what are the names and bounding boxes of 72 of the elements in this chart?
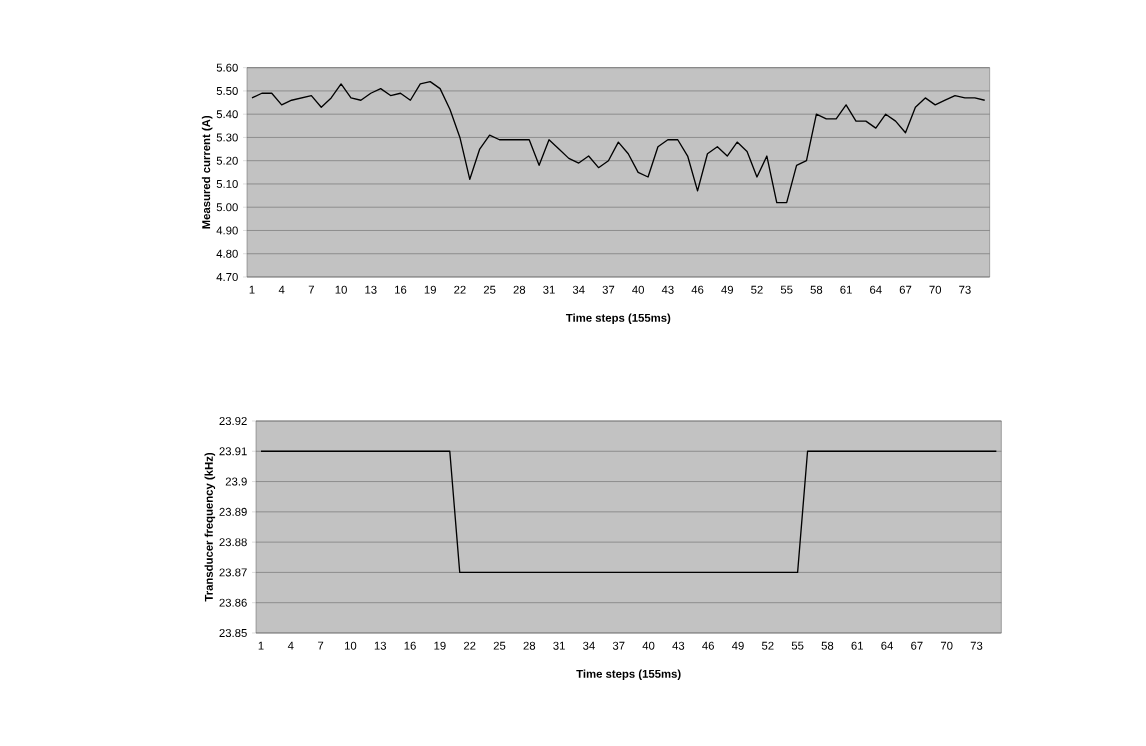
- x-tick-label: 40: [642, 641, 655, 650]
- x-tick-label: 16: [404, 641, 416, 650]
- y-tick-label: 5.10: [216, 179, 238, 188]
- y-axis-title: Measured current (A): [201, 115, 213, 229]
- y-tick-label: 4.70: [216, 272, 238, 281]
- x-tick-label: 7: [308, 285, 314, 294]
- x-axis-title: Time steps (155ms): [565, 313, 671, 325]
- y-tick-label: 23.87: [219, 568, 247, 577]
- x-tick-label: 4: [287, 641, 294, 650]
- x-tick-label: 49: [731, 641, 744, 650]
- x-tick-label: 64: [881, 641, 894, 650]
- x-tick-label: 25: [483, 285, 496, 294]
- x-tick-label: 67: [899, 285, 912, 294]
- x-tick-label: 64: [870, 285, 882, 294]
- y-tick-label: 23.86: [219, 598, 247, 607]
- x-tick-label: 34: [572, 285, 585, 294]
- x-tick-label: 61: [851, 641, 863, 650]
- x-tick-label: 43: [661, 285, 674, 294]
- y-tick-label: 4.80: [216, 249, 238, 258]
- x-tick-label: 13: [374, 641, 387, 650]
- x-tick-label: 34: [583, 641, 595, 650]
- x-tick-label: 61: [840, 285, 852, 294]
- x-tick-label: 19: [424, 285, 436, 294]
- y-tick-label: 5.20: [216, 156, 238, 165]
- y-axis-title: Transducer frequency (kHz): [204, 452, 216, 602]
- y-tick-label: 23.85: [219, 628, 247, 637]
- y-tick-label: 23.92: [219, 416, 247, 425]
- x-tick-label: 13: [365, 285, 377, 294]
- x-tick-label: 55: [780, 285, 793, 294]
- x-tick-label: 52: [761, 641, 774, 650]
- y-tick-label: 23.9: [225, 477, 247, 486]
- x-tick-label: 31: [543, 285, 555, 294]
- x-tick-label: 73: [970, 641, 983, 650]
- y-tick-label: 5.40: [216, 110, 238, 119]
- y-tick-label: 5.00: [216, 203, 238, 212]
- x-tick-label: 58: [821, 641, 834, 650]
- x-tick-label: 7: [318, 641, 324, 650]
- x-tick-label: 19: [434, 641, 446, 650]
- x-tick-label: 25: [493, 641, 506, 650]
- x-tick-label: 28: [513, 285, 526, 294]
- x-tick-label: 70: [940, 641, 953, 650]
- x-tick-label: 67: [911, 641, 923, 650]
- y-tick-label: 23.89: [219, 507, 247, 516]
- y-tick-label: 5.50: [216, 86, 238, 95]
- x-tick-label: 22: [454, 285, 466, 294]
- y-tick-label: 5.60: [216, 63, 238, 72]
- x-tick-label: 52: [751, 285, 763, 294]
- x-tick-label: 46: [702, 641, 714, 650]
- x-tick-label: 58: [810, 285, 823, 294]
- x-tick-label: 55: [791, 641, 804, 650]
- x-tick-label: 37: [602, 285, 615, 294]
- x-tick-label: 10: [335, 285, 347, 294]
- y-tick-label: 5.30: [216, 133, 238, 142]
- y-tick-label: 4.90: [216, 226, 238, 235]
- x-tick-label: 10: [344, 641, 357, 650]
- x-tick-label: 70: [929, 285, 942, 294]
- x-tick-label: 1: [258, 641, 264, 650]
- x-tick-label: 28: [523, 641, 536, 650]
- x-axis-title: Time steps (155ms): [576, 669, 681, 681]
- x-tick-label: 22: [463, 641, 476, 650]
- y-tick-label: 23.88: [219, 538, 247, 547]
- x-tick-label: 46: [691, 285, 704, 294]
- x-tick-label: 73: [959, 285, 971, 294]
- x-tick-label: 37: [612, 641, 625, 650]
- x-tick-label: 16: [395, 285, 407, 294]
- x-tick-label: 49: [721, 285, 734, 294]
- x-tick-label: 1: [249, 285, 255, 294]
- y-tick-label: 23.91: [219, 447, 247, 456]
- x-tick-label: 31: [553, 641, 565, 650]
- x-tick-label: 43: [672, 641, 685, 650]
- x-tick-label: 4: [278, 285, 285, 294]
- x-tick-label: 40: [632, 285, 644, 294]
